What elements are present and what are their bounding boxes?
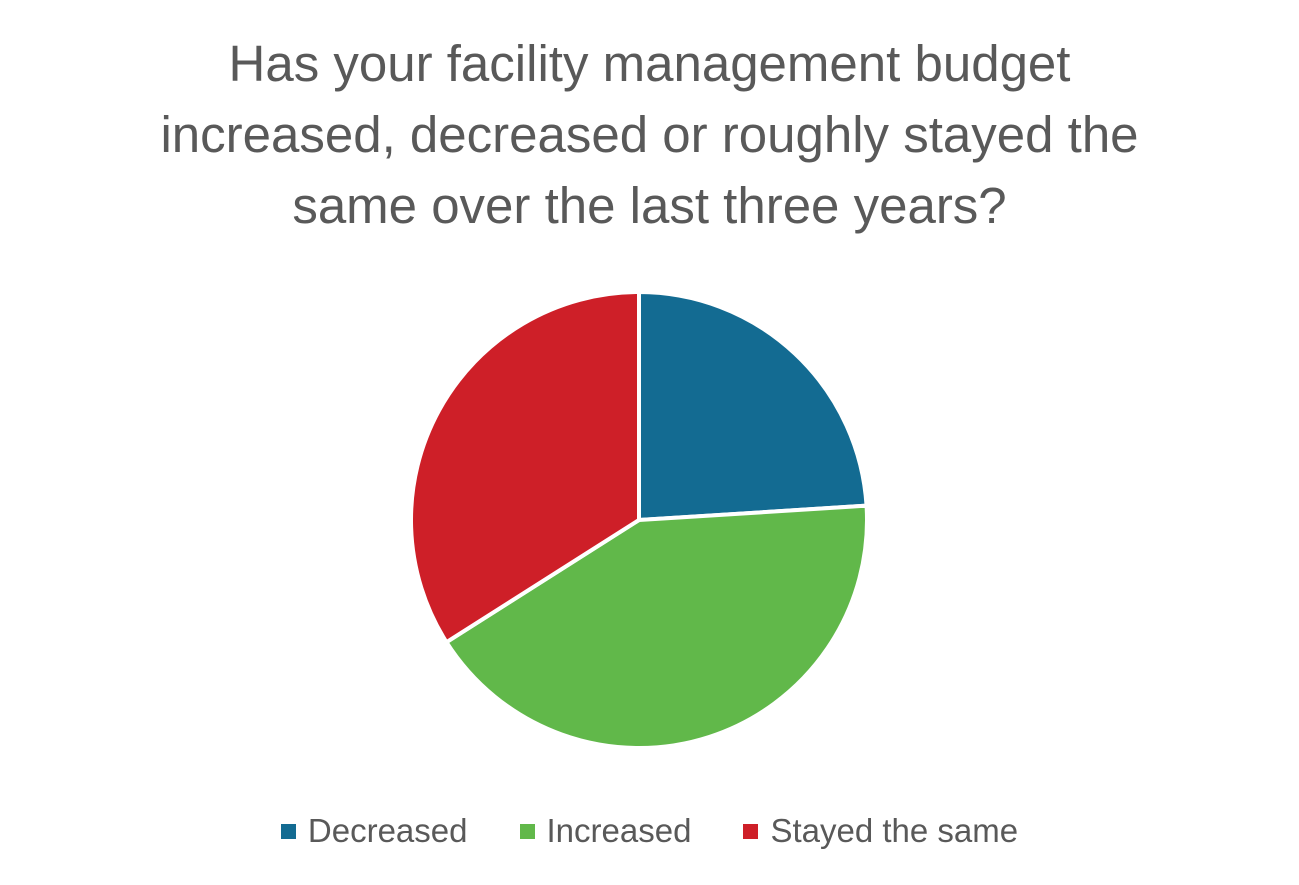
legend-swatch-increased <box>519 823 535 839</box>
legend-label-decreased: Decreased <box>307 812 468 849</box>
pie-slice-decreased <box>637 290 869 522</box>
legend-swatch-decreased <box>280 823 296 839</box>
chart-title-line-3: same over the last three years? <box>292 177 1007 234</box>
legend-item-decreased: Decreased <box>280 808 468 854</box>
chart-title-line-2: increased, decreased or roughly stayed t… <box>160 106 1139 163</box>
chart-title-line-1: Has your facility management budget <box>228 35 1071 92</box>
legend-item-stayed-the-same: Stayed the same <box>743 808 1018 854</box>
legend-swatch-stayed-the-same <box>743 823 759 839</box>
legend-item-increased: Increased <box>519 808 692 854</box>
legend-label-stayed-the-same: Stayed the same <box>770 812 1019 849</box>
legend: Decreased Increased Stayed the same <box>0 808 1299 854</box>
chart-title: Has your facility management budget incr… <box>0 28 1299 241</box>
legend-label-increased: Increased <box>546 812 692 849</box>
pie-slice-stayed-the-same <box>409 290 641 645</box>
pie-slice-increased <box>444 503 869 750</box>
